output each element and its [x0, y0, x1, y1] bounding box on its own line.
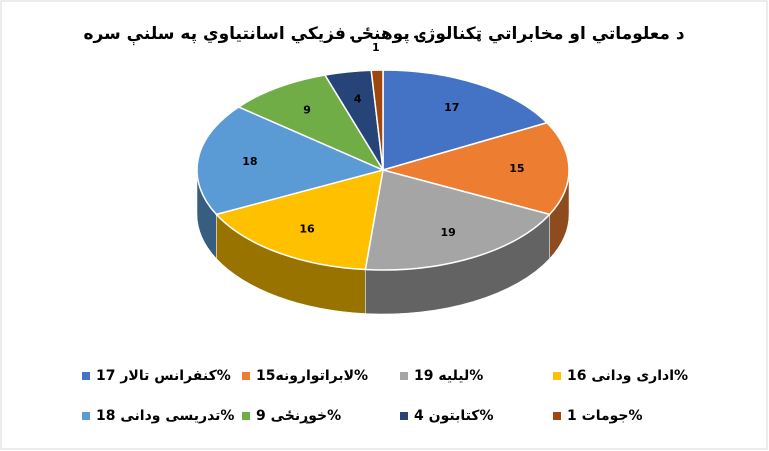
legend-marker — [400, 412, 408, 420]
pie-slice — [382, 69, 549, 171]
data-label: 18 — [242, 155, 257, 168]
chart-title: د معلوماتي او مخابراتي ټکنالوژۍ پوهنځۍ ف… — [83, 24, 684, 46]
pie-slice — [380, 121, 570, 216]
data-label: 9 — [303, 104, 311, 117]
pie: 17 15 19 16 18 9 4 1 — [196, 41, 570, 315]
legend-label: ليليه 19% — [414, 368, 483, 384]
pie-slice — [237, 74, 385, 172]
data-label: 19 — [440, 226, 455, 239]
pie-slice — [214, 168, 384, 271]
legend-label: خوړنځی 9% — [256, 408, 341, 424]
legend-label: اداری ودانی 16% — [567, 368, 688, 384]
legend-label: لابراتوارونه15% — [256, 368, 368, 384]
legend-label: تدریسی ودانی 18% — [96, 408, 234, 424]
legend-marker — [82, 372, 90, 380]
data-label: 4 — [354, 92, 362, 105]
legend-label: کنفرانس تالار 17% — [96, 368, 231, 384]
data-label: 1 — [372, 41, 380, 54]
pie-slice — [364, 169, 552, 271]
legend-marker — [82, 412, 90, 420]
pie-slice — [196, 106, 386, 216]
legend-marker — [242, 372, 250, 380]
pie-slice — [370, 69, 384, 171]
legend-label: کتابتون 4% — [414, 408, 493, 424]
legend-marker — [400, 372, 408, 380]
legend-marker — [553, 372, 561, 380]
data-label: 16 — [299, 222, 315, 235]
legend: کنفرانس تالار 17% لابراتوارونه15% ليليه 19… — [82, 368, 688, 424]
data-label: 15 — [509, 162, 524, 175]
legend-marker — [553, 412, 561, 420]
legend-label: جومات 1% — [567, 408, 643, 424]
data-label: 17 — [444, 101, 459, 114]
legend-marker — [242, 412, 250, 420]
